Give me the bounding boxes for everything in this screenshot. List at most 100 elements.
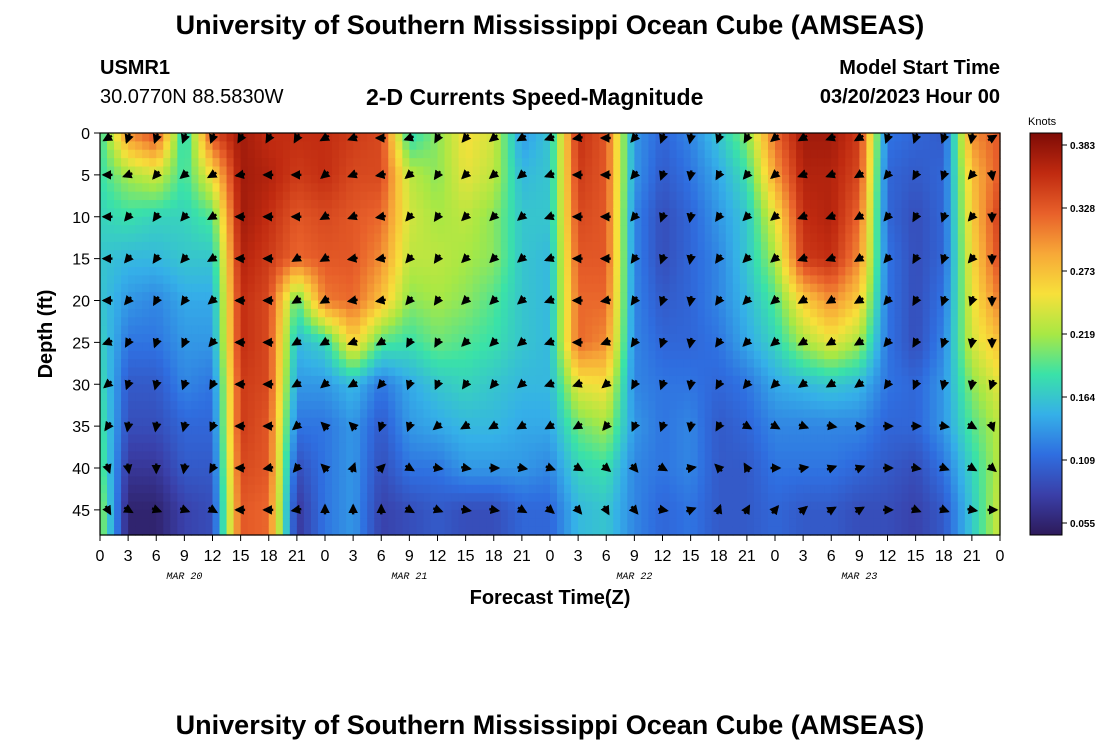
heatmap-cell	[465, 283, 474, 293]
heatmap-cell	[753, 183, 762, 193]
heatmap-cell	[240, 367, 249, 377]
heatmap-cell	[578, 267, 586, 276]
heatmap-cell	[648, 267, 657, 276]
heatmap-cell	[571, 426, 579, 436]
heatmap-cell	[219, 216, 228, 226]
heatmap-cell	[282, 401, 291, 410]
heatmap-cell	[423, 250, 432, 260]
heatmap-cell	[528, 183, 537, 193]
heatmap-cell	[219, 191, 228, 201]
heatmap-cell	[310, 325, 319, 335]
heatmap-cell	[303, 275, 312, 285]
heatmap-cell	[817, 133, 825, 142]
heatmap-cell	[810, 133, 818, 142]
heatmap-cell	[423, 300, 432, 310]
heatmap-cell	[697, 417, 706, 427]
heatmap-cell	[535, 208, 544, 218]
heatmap-cell	[367, 241, 375, 251]
heatmap-cell	[346, 216, 354, 226]
heatmap-cell	[669, 325, 678, 335]
heatmap-cell	[374, 300, 382, 310]
heatmap-cell	[767, 526, 776, 536]
heatmap-cell	[704, 434, 713, 444]
heatmap-cell	[142, 476, 150, 486]
heatmap-cell	[303, 501, 312, 511]
heatmap-cell	[451, 191, 460, 201]
heatmap-cell	[746, 241, 755, 251]
heatmap-cell	[114, 183, 122, 193]
heatmap-cell	[564, 367, 572, 377]
heatmap-cell	[796, 392, 804, 402]
heatmap-cell	[704, 158, 713, 168]
heatmap-cell	[627, 434, 635, 444]
heatmap-cell	[507, 208, 516, 218]
heatmap-cell	[641, 509, 650, 519]
heatmap-cell	[479, 174, 488, 184]
heatmap-cell	[824, 149, 832, 159]
heatmap-cell	[486, 509, 495, 519]
heatmap-cell	[557, 359, 565, 369]
heatmap-cell	[409, 183, 418, 193]
heatmap-cell	[655, 141, 664, 151]
heatmap-cell	[247, 392, 256, 402]
heatmap-cell	[212, 275, 221, 285]
heatmap-cell	[339, 367, 347, 377]
heatmap-cell	[676, 174, 685, 184]
heatmap-cell	[289, 258, 298, 268]
heatmap-cell	[219, 484, 228, 494]
heatmap-cell	[458, 275, 467, 285]
heatmap-cell	[704, 325, 713, 335]
heatmap-cell	[310, 183, 319, 193]
heatmap-cell	[149, 317, 157, 327]
heatmap-cell	[268, 434, 277, 444]
heatmap-cell	[163, 392, 171, 402]
heatmap-cell	[353, 459, 361, 469]
heatmap-cell	[796, 317, 804, 327]
heatmap-cell	[528, 334, 537, 343]
heatmap-cell	[620, 241, 628, 251]
heatmap-cell	[746, 325, 755, 335]
heatmap-cell	[775, 233, 783, 243]
heatmap-cell	[437, 191, 446, 201]
heatmap-cell	[233, 484, 242, 494]
heatmap-cell	[542, 409, 551, 419]
heatmap-cell	[353, 484, 361, 494]
heatmap-cell	[648, 442, 657, 452]
heatmap-cell	[571, 241, 579, 251]
heatmap-cell	[198, 292, 207, 302]
heatmap-cell	[163, 409, 171, 419]
heatmap-cell	[493, 392, 502, 402]
heatmap-cell	[360, 350, 368, 360]
heatmap-cell	[170, 392, 178, 402]
heatmap-cell	[521, 300, 530, 310]
heatmap-cell	[275, 141, 284, 151]
heatmap-cell	[739, 158, 748, 168]
heatmap-cell	[775, 308, 783, 318]
heatmap-cell	[142, 158, 150, 168]
heatmap-cell	[810, 141, 818, 151]
heatmap-cell	[107, 158, 115, 168]
heatmap-cell	[479, 409, 488, 419]
heatmap-cell	[163, 493, 171, 503]
heatmap-cell	[697, 283, 706, 293]
heatmap-cell	[641, 342, 650, 352]
heatmap-cell	[542, 526, 551, 536]
heatmap-cell	[690, 526, 699, 536]
heatmap-cell	[409, 258, 418, 268]
heatmap-cell	[346, 401, 354, 410]
heatmap-cell	[550, 509, 558, 519]
heatmap-cell	[268, 417, 277, 427]
heatmap-cell	[332, 401, 340, 410]
heatmap-cell	[339, 241, 347, 251]
heatmap-cell	[542, 401, 551, 410]
heatmap-cell	[395, 258, 403, 268]
heatmap-cell	[226, 417, 235, 427]
heatmap-cell	[704, 501, 713, 511]
heatmap-cell	[325, 225, 333, 235]
heatmap-cell	[289, 158, 298, 168]
heatmap-cell	[782, 493, 790, 503]
heatmap-cell	[170, 300, 178, 310]
heatmap-cell	[240, 191, 249, 201]
heatmap-cell	[669, 526, 678, 536]
heatmap-cell	[732, 392, 741, 402]
